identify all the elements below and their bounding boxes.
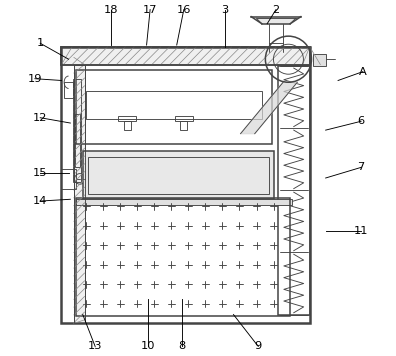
Bar — [118, 116, 136, 121]
Text: 13: 13 — [88, 341, 103, 351]
Bar — [86, 91, 262, 120]
Polygon shape — [251, 17, 301, 24]
Bar — [124, 121, 131, 130]
Text: 12: 12 — [33, 113, 48, 123]
Text: 3: 3 — [221, 5, 228, 15]
Text: 1: 1 — [36, 38, 44, 48]
Bar — [76, 199, 292, 205]
Text: 8: 8 — [179, 341, 186, 351]
Text: 9: 9 — [255, 341, 262, 351]
Polygon shape — [240, 82, 297, 134]
Text: 6: 6 — [358, 116, 365, 126]
Bar — [313, 54, 326, 66]
Bar — [64, 82, 73, 98]
Text: 11: 11 — [354, 226, 368, 236]
Bar — [74, 114, 80, 167]
Text: A: A — [359, 67, 367, 77]
Bar — [74, 64, 84, 323]
Bar — [61, 47, 310, 64]
Text: 18: 18 — [104, 5, 118, 15]
Bar — [278, 66, 310, 314]
Bar — [83, 151, 274, 199]
Text: 19: 19 — [28, 74, 42, 84]
Bar — [61, 169, 76, 189]
Text: 16: 16 — [177, 5, 191, 15]
Text: 10: 10 — [141, 341, 156, 351]
Bar — [73, 79, 81, 182]
Bar — [61, 47, 310, 64]
Text: 15: 15 — [33, 168, 48, 178]
Bar — [61, 47, 310, 323]
Text: 17: 17 — [143, 5, 157, 15]
Bar — [74, 64, 84, 323]
Bar — [76, 198, 290, 316]
Bar — [88, 157, 269, 194]
Text: 7: 7 — [358, 162, 365, 172]
Bar — [180, 121, 187, 130]
Bar — [76, 70, 272, 144]
Text: 14: 14 — [33, 196, 48, 206]
Bar — [175, 116, 193, 121]
Text: 2: 2 — [272, 5, 280, 15]
